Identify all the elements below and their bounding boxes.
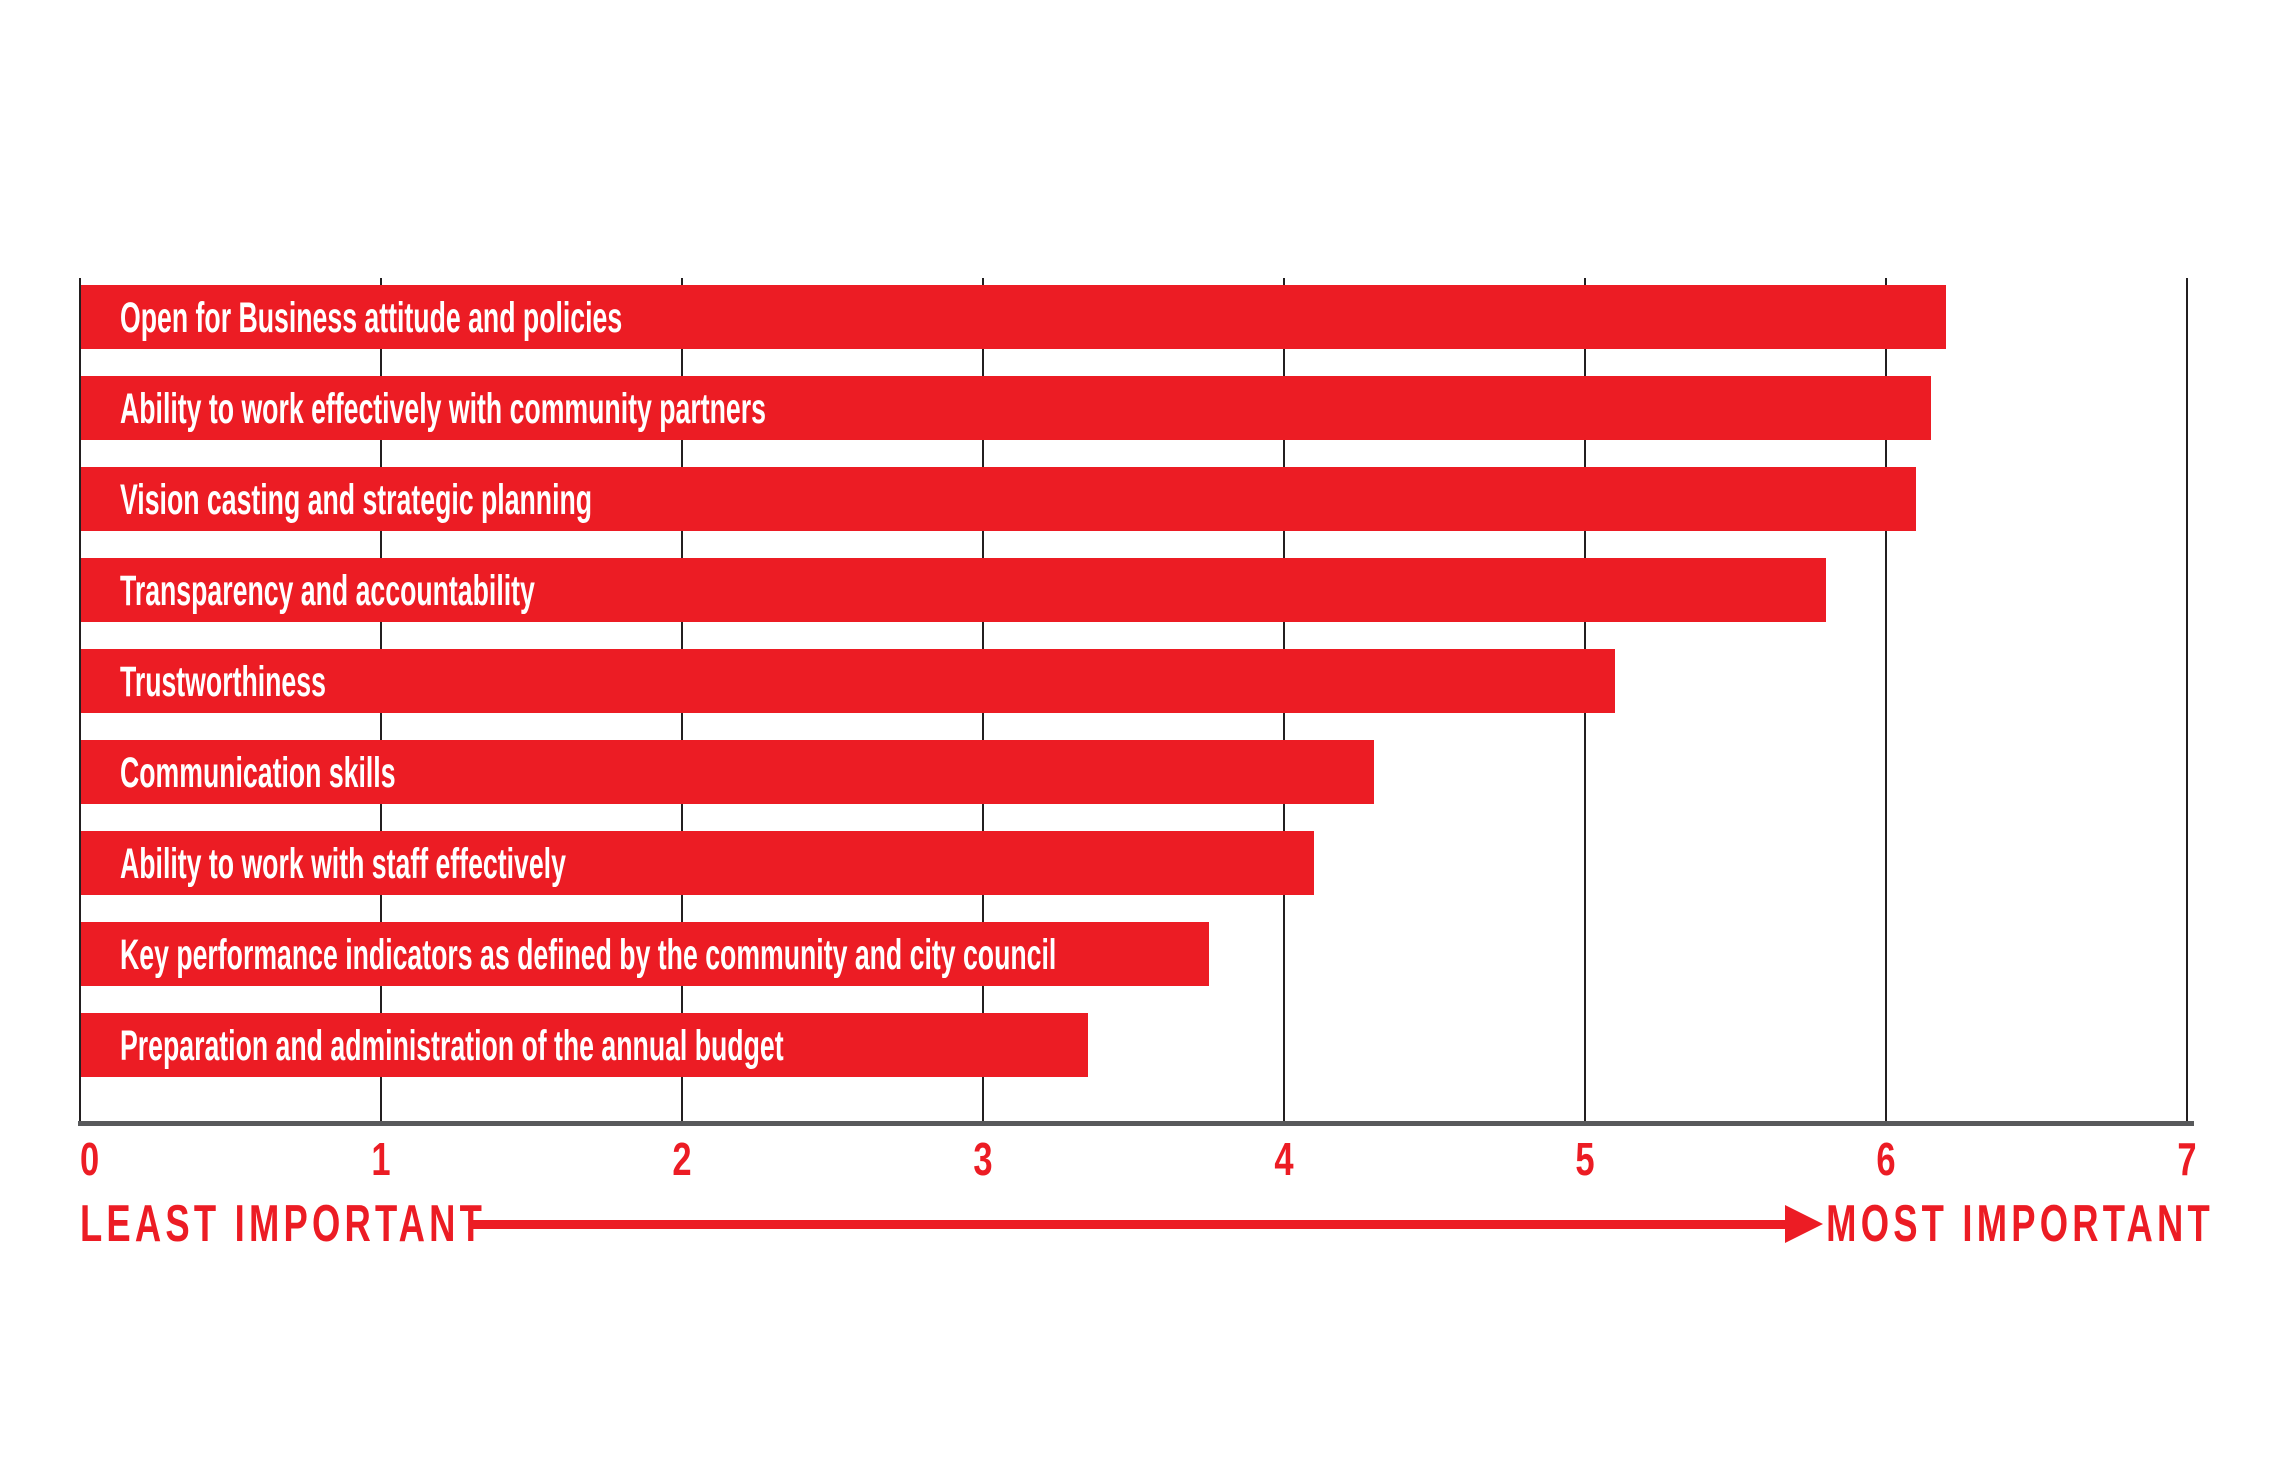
- bar-row: Open for Business attitude and policies: [81, 285, 1946, 349]
- x-tick-label-0: 0: [80, 1133, 100, 1185]
- bar-label: Communication skills: [120, 749, 396, 797]
- most-important-label: MOST IMPORTANT: [1826, 1195, 2214, 1253]
- bar-label: Open for Business attitude and policies: [120, 294, 623, 342]
- bar-row: Key performance indicators as defined by…: [81, 922, 1209, 986]
- bar-label: Preparation and administration of the an…: [120, 1022, 784, 1070]
- plot-area: Open for Business attitude and policies A…: [79, 278, 2188, 1123]
- gridline-6: [1885, 278, 1887, 1123]
- x-tick-label-4: 4: [1274, 1133, 1294, 1185]
- bar-row: Ability to work effectively with communi…: [81, 376, 1931, 440]
- bar-label: Vision casting and strategic planning: [120, 476, 593, 524]
- bar-label: Key performance indicators as defined by…: [120, 931, 1057, 979]
- arrow-head-icon: [1785, 1205, 1823, 1243]
- x-tick-label-2: 2: [672, 1133, 692, 1185]
- x-axis-baseline: [78, 1121, 2194, 1126]
- bar-row: Transparency and accountability: [81, 558, 1826, 622]
- least-important-label: LEAST IMPORTANT: [80, 1195, 487, 1253]
- bar-label: Transparency and accountability: [120, 567, 535, 615]
- bar-row: Vision casting and strategic planning: [81, 467, 1916, 531]
- x-tick-label-7: 7: [2177, 1133, 2197, 1185]
- x-tick-label-6: 6: [1876, 1133, 1896, 1185]
- arrow-line: [473, 1220, 1788, 1229]
- bar-label: Ability to work effectively with communi…: [120, 385, 766, 433]
- x-tick-label-1: 1: [371, 1133, 391, 1185]
- x-tick-label-5: 5: [1575, 1133, 1595, 1185]
- bar-row: Ability to work with staff effectively: [81, 831, 1314, 895]
- bar-row: Trustworthiness: [81, 649, 1615, 713]
- x-tick-label-3: 3: [973, 1133, 993, 1185]
- gridline-0: [79, 278, 81, 1123]
- bar-label: Trustworthiness: [120, 658, 326, 706]
- gridline-7: [2186, 278, 2188, 1123]
- bar-row: Communication skills: [81, 740, 1374, 804]
- bar-row: Preparation and administration of the an…: [81, 1013, 1088, 1077]
- bar-label: Ability to work with staff effectively: [120, 840, 566, 888]
